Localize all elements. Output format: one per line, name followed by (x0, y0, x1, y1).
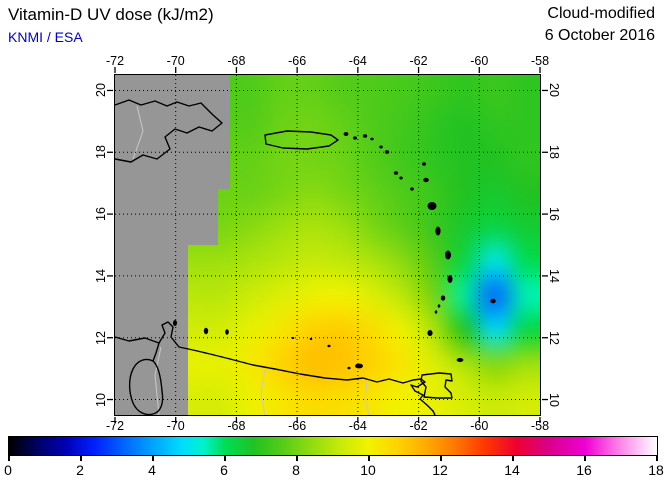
coastlines (114, 99, 453, 416)
lat-tick-label-left: 12 (94, 330, 108, 345)
lat-tick-label-right: 14 (547, 268, 561, 283)
lat-tick-label-left: 14 (94, 268, 108, 283)
trinidad-coast (420, 372, 453, 399)
lon-tick-label-top: -60 (470, 54, 489, 68)
puerto-rico-coast (264, 130, 339, 150)
colorbar-tick-label: 8 (292, 462, 300, 478)
colorbar-tick-label: 16 (576, 462, 592, 478)
colorbar-tick-label: 2 (76, 462, 84, 478)
lat-tick-label-right: 16 (547, 207, 561, 222)
colorbar: 0 2 4 6 8 10 12 14 16 18 (4, 436, 664, 480)
lon-tick-label-bottom: -60 (470, 419, 489, 433)
colorbar-tick (656, 456, 658, 461)
colorbar-tick-label: 4 (148, 462, 156, 478)
lat-tick-label-right: 18 (547, 145, 561, 160)
lat-tick-label-right: 12 (547, 330, 561, 345)
colorbar-tick (368, 456, 370, 461)
lon-tick-label-top: -66 (288, 54, 307, 68)
lon-tick-label-bottom: -72 (105, 419, 125, 433)
colorbar-tick (8, 456, 10, 461)
lat-tick-label-left: 16 (94, 207, 108, 222)
lon-tick-label-bottom: -68 (227, 419, 246, 433)
lon-tick-label-top: -70 (166, 54, 185, 68)
colorbar-tick (512, 456, 514, 461)
graticule (115, 75, 540, 415)
hispaniola-coast (114, 99, 223, 163)
lon-tick-label-top: -58 (530, 54, 550, 68)
map-overlay (107, 67, 548, 423)
lon-tick-label-bottom: -62 (409, 419, 428, 433)
colorbar-tick (440, 456, 442, 461)
lon-tick-label-bottom: -70 (166, 419, 185, 433)
figure-title: Vitamin-D UV dose (kJ/m2) (8, 5, 214, 24)
nodata-region (115, 75, 230, 415)
lat-tick-label-left: 18 (94, 145, 108, 160)
maracaibo-inlet (152, 342, 160, 362)
lake-maracaibo (128, 358, 164, 416)
map-frame: -72 -72 -70 -70 -68 -68 -66 -66 -64 -64 -62 -62 -60 -… (94, 54, 561, 433)
lon-tick-label-bottom: -66 (288, 419, 307, 433)
colorbar-tick-label: 12 (432, 462, 448, 478)
lat-tick-label-left: 10 (94, 392, 108, 407)
lon-tick-label-top: -68 (227, 54, 246, 68)
lon-tick-label-top: -62 (409, 54, 428, 68)
lat-tick-label-left: 20 (94, 83, 108, 98)
lon-tick-label-bottom: -64 (348, 419, 367, 433)
colorbar-tick-label: 10 (360, 462, 376, 478)
colorbar-gradient (8, 436, 658, 456)
product-mode: Cloud-modified (547, 5, 655, 22)
axis-ticks (107, 67, 548, 423)
country-borders (132, 105, 370, 416)
lon-tick-label-bottom: -58 (530, 419, 550, 433)
colorbar-tick (584, 456, 586, 461)
colorbar-tick-label: 6 (220, 462, 228, 478)
colorbar-tick-label: 0 (4, 462, 12, 478)
colorbar-tick (152, 456, 154, 461)
lon-tick-label-top: -72 (105, 54, 125, 68)
venezuela-coast (114, 321, 436, 416)
colorbar-tick-label: 18 (648, 462, 664, 478)
lon-tick-label-top: -64 (348, 54, 367, 68)
lat-tick-label-right: 10 (547, 392, 561, 407)
data-source: KNMI / ESA (8, 29, 83, 45)
figure-date: 6 October 2016 (544, 27, 655, 44)
colorbar-tick (80, 456, 82, 461)
colorbar-tick (296, 456, 298, 461)
colorbar-tick-label: 14 (504, 462, 520, 478)
colorbar-tick (224, 456, 226, 461)
islands (173, 132, 496, 370)
lat-tick-label-right: 20 (547, 83, 561, 98)
